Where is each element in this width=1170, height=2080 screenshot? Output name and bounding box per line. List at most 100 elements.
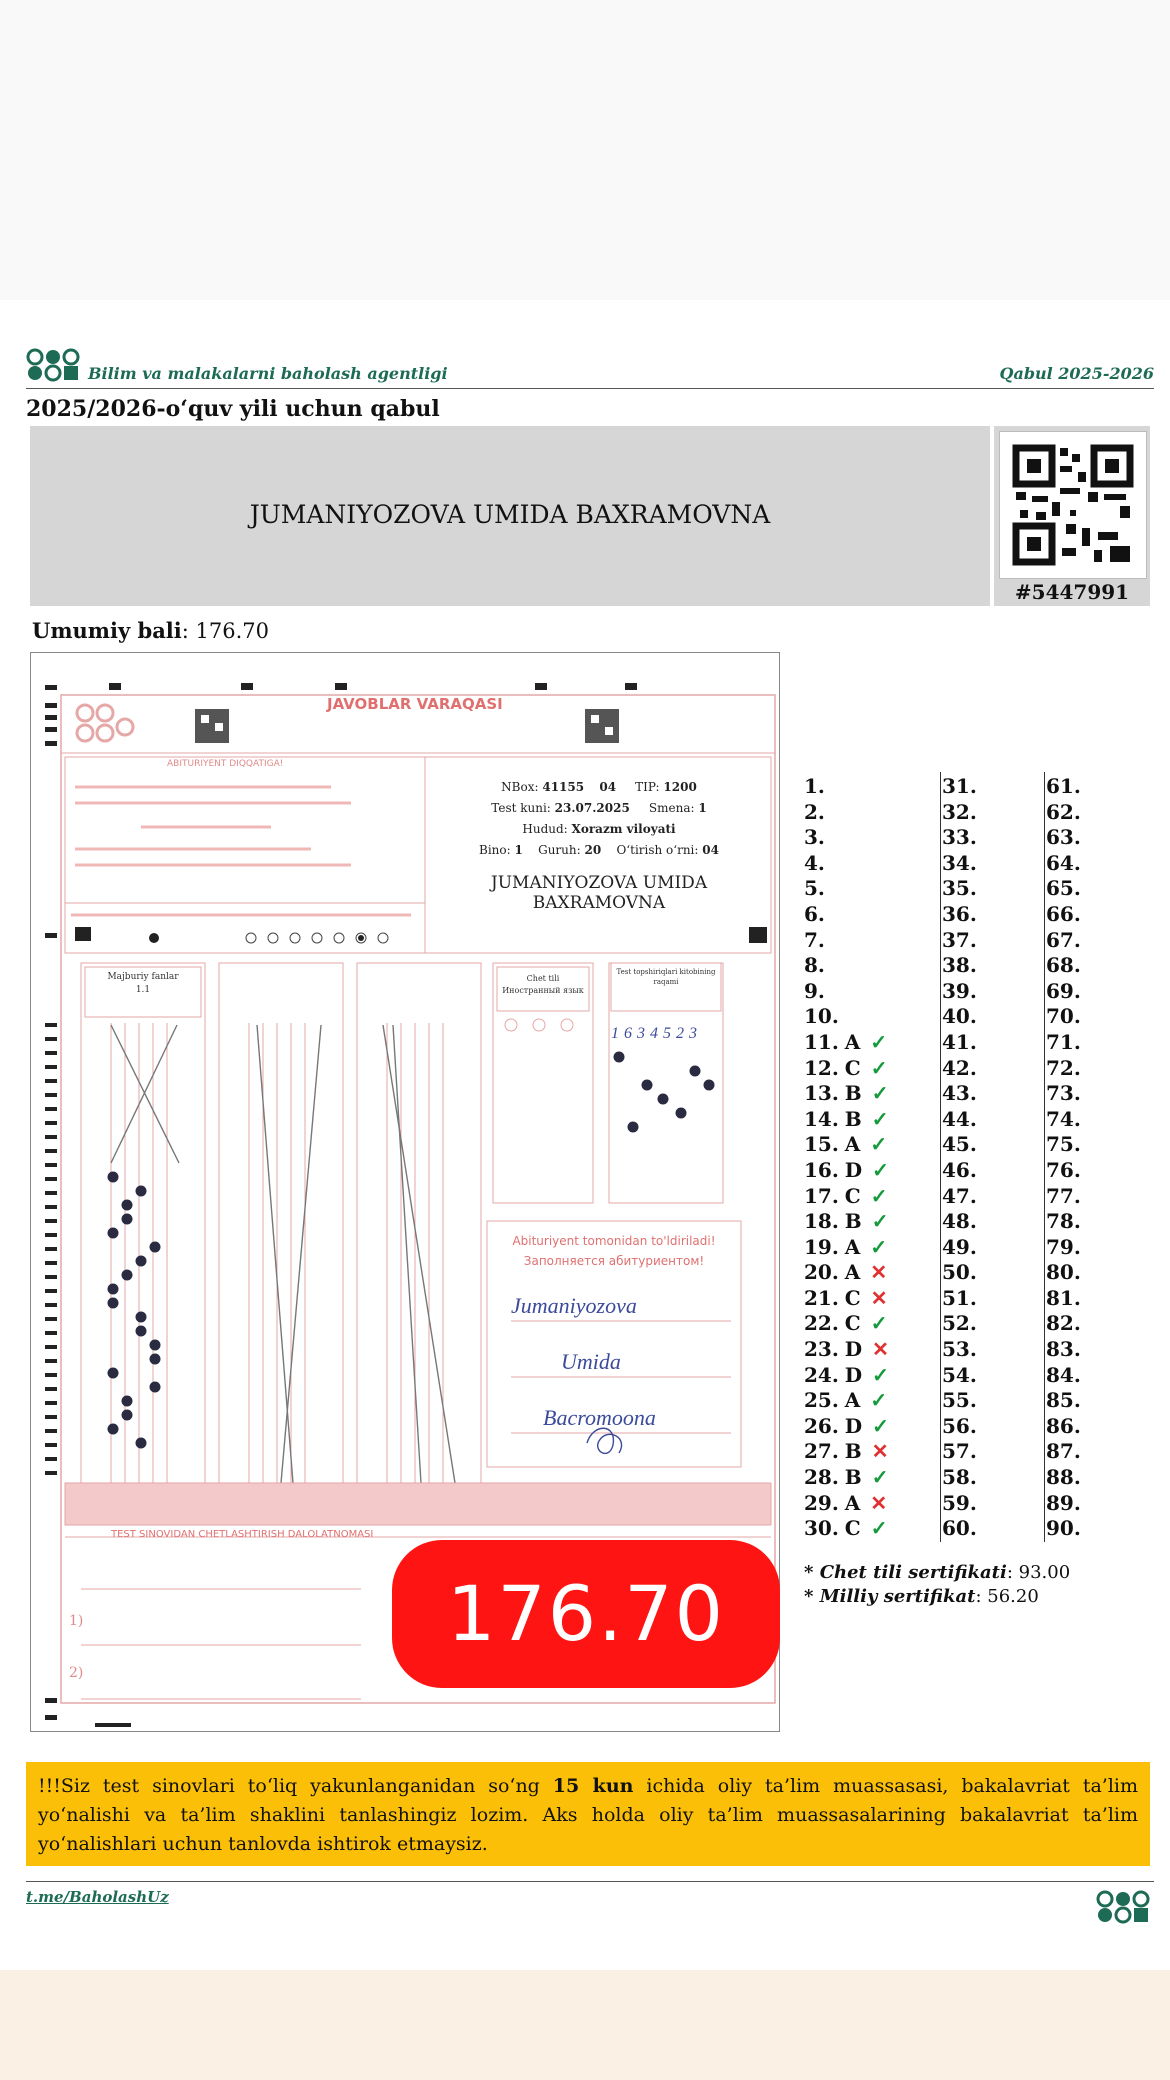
deadline-notice: !!!Siz test sinovlari to‘liq yakunlangan… — [26, 1762, 1150, 1866]
answer-row: 18. B ✓ — [804, 1209, 889, 1235]
correct-check-icon: ✓ — [871, 1081, 889, 1106]
column-divider — [1044, 772, 1045, 1542]
answer-row: 22. C ✓ — [804, 1311, 889, 1337]
answer-letter: C — [844, 1516, 861, 1541]
question-number: 75. — [1046, 1132, 1081, 1157]
column-divider — [940, 772, 941, 1542]
answer-letter: C — [844, 1055, 861, 1080]
question-number: 66. — [1046, 901, 1081, 926]
answer-row: 49. — [942, 1235, 977, 1261]
answer-letter: D — [844, 1362, 863, 1387]
score-badge: 176.70 — [392, 1540, 780, 1688]
answer-letter: A — [844, 1388, 861, 1413]
answer-row: 72. — [1046, 1056, 1081, 1082]
question-number: 70. — [1046, 1004, 1081, 1029]
correct-check-icon: ✓ — [870, 1183, 888, 1208]
subject-label: Majburiy fanlar — [107, 972, 179, 982]
question-number: 82. — [1046, 1311, 1081, 1336]
question-number: 7. — [804, 927, 825, 952]
question-number: 55. — [942, 1388, 977, 1413]
answer-row: 14. B ✓ — [804, 1107, 889, 1133]
wrong-cross-icon: ✕ — [872, 1337, 889, 1362]
question-number: 63. — [1046, 825, 1081, 850]
national-cert-value: : 56.20 — [975, 1586, 1039, 1607]
answer-row: 28. B ✓ — [804, 1465, 889, 1491]
question-number: 50. — [942, 1260, 977, 1285]
question-number: 43. — [942, 1081, 977, 1106]
candidate-name-box: JUMANIYOZOVA UMIDA BAXRAMOVNA — [30, 426, 990, 606]
answer-row: 75. — [1046, 1132, 1081, 1158]
answer-row: 25. A ✓ — [804, 1388, 889, 1414]
answer-row: 50. — [942, 1260, 977, 1286]
answers-column-1: 1. 2. 3. 4. 5. 6. 7. 8. 9. 10. 11. A ✓ 12. C ✓ 13. B ✓ 14. B… — [804, 774, 889, 1542]
removal-item-2: 2) — [69, 1665, 84, 1681]
certificates: * Chet tili sertifikati: 93.00 * Milliy … — [804, 1562, 1071, 1607]
answer-row: 8. — [804, 953, 889, 979]
total-score-value: : 176.70 — [181, 619, 269, 643]
total-score-label: Umumiy bali — [32, 618, 182, 643]
question-number: 42. — [942, 1055, 977, 1080]
qr-code-icon — [999, 431, 1147, 579]
answer-row: 81. — [1046, 1286, 1081, 1312]
correct-check-icon: ✓ — [870, 1132, 888, 1157]
question-number: 26. — [804, 1413, 839, 1438]
telegram-link[interactable]: t.me/BaholashUz — [26, 1888, 169, 1906]
answer-row: 73. — [1046, 1081, 1081, 1107]
question-number: 41. — [942, 1029, 977, 1054]
agency-logo-icon — [26, 348, 80, 382]
group-label: Guruh: — [538, 843, 581, 857]
tip-label: TIP: — [635, 780, 660, 794]
answer-letter: C — [844, 1311, 861, 1336]
answer-row: 34. — [942, 851, 977, 877]
question-number: 5. — [804, 876, 825, 901]
answer-row: 85. — [1046, 1388, 1081, 1414]
question-number: 86. — [1046, 1413, 1081, 1438]
answer-row: 76. — [1046, 1158, 1081, 1184]
answer-row: 59. — [942, 1491, 977, 1517]
answer-row: 29. A ✕ — [804, 1491, 889, 1517]
candidate-id: #5447991 — [1014, 580, 1130, 604]
question-number: 22. — [804, 1311, 839, 1336]
question-number: 6. — [804, 901, 825, 926]
foreign-cert-label: Chet tili sertifikati — [819, 1562, 1007, 1583]
answers-column-3: 61. 62. 63. 64. 65. 66. 67. 68. 69. 70. 71. 72. 73. 7… — [1046, 774, 1081, 1542]
answer-row: 52. — [942, 1311, 977, 1337]
agency-logo-icon — [1096, 1890, 1150, 1924]
correct-check-icon: ✓ — [872, 1157, 889, 1182]
test-day-label: Test kuni: — [491, 801, 551, 815]
answer-row: 16. D ✓ — [804, 1158, 889, 1184]
wrong-cross-icon: ✕ — [870, 1260, 888, 1285]
foreign-sub: Иностранный язык — [502, 986, 584, 995]
subject-header: Majburiy fanlar 1.1 — [87, 971, 199, 997]
answer-row: 46. — [942, 1158, 977, 1184]
question-number: 89. — [1046, 1490, 1081, 1515]
nbox-sub: 04 — [599, 780, 617, 794]
answer-row: 43. — [942, 1081, 977, 1107]
answer-letter: D — [844, 1337, 863, 1362]
question-number: 52. — [942, 1311, 977, 1336]
qr-box: #5447991 — [994, 426, 1150, 606]
answer-row: 19. A ✓ — [804, 1235, 889, 1261]
answer-row: 35. — [942, 876, 977, 902]
question-number: 39. — [942, 978, 977, 1003]
question-number: 29. — [804, 1490, 839, 1515]
answer-row: 38. — [942, 953, 977, 979]
question-number: 31. — [942, 774, 977, 798]
fill-title-ru: Заполняется абитуриентом! — [523, 1254, 705, 1268]
answer-row: 42. — [942, 1056, 977, 1082]
tip-value: 1200 — [663, 780, 697, 794]
correct-check-icon: ✓ — [870, 1055, 888, 1080]
answer-row: 55. — [942, 1388, 977, 1414]
question-number: 44. — [942, 1106, 977, 1131]
answer-row: 88. — [1046, 1465, 1081, 1491]
question-number: 69. — [1046, 978, 1081, 1003]
answer-row: 63. — [1046, 825, 1081, 851]
answer-row: 2. — [804, 800, 889, 826]
question-number: 1. — [804, 774, 825, 798]
question-number: 56. — [942, 1413, 977, 1438]
sheet-info-block: NBox: 41155 04 TIP: 1200 Test kuni: 23.0… — [429, 777, 769, 913]
answer-row: 69. — [1046, 979, 1081, 1005]
answer-row: 82. — [1046, 1311, 1081, 1337]
question-number: 8. — [804, 953, 825, 978]
answer-row: 62. — [1046, 800, 1081, 826]
